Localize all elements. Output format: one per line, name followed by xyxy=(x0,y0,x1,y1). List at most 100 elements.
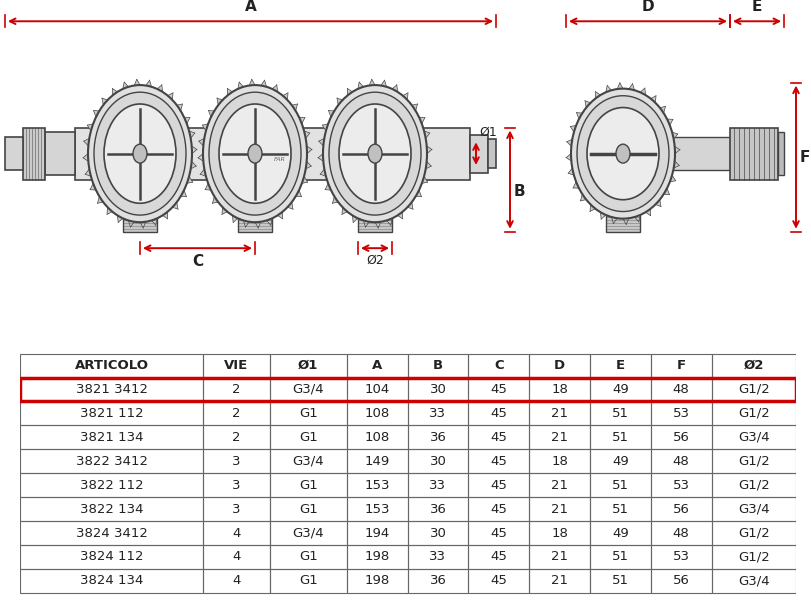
Text: 48: 48 xyxy=(672,383,689,396)
Polygon shape xyxy=(568,168,573,175)
Bar xyxy=(203,521,270,545)
Polygon shape xyxy=(200,169,206,176)
Text: B: B xyxy=(432,359,443,372)
Polygon shape xyxy=(172,202,178,209)
Bar xyxy=(203,378,270,401)
Bar xyxy=(20,521,203,545)
Bar xyxy=(270,569,346,593)
Polygon shape xyxy=(118,215,122,222)
Text: 51: 51 xyxy=(611,550,628,564)
Bar xyxy=(20,378,795,401)
Text: 153: 153 xyxy=(364,479,389,491)
Bar xyxy=(346,545,407,569)
Text: 51: 51 xyxy=(611,407,628,420)
Text: 56: 56 xyxy=(672,575,689,588)
Bar xyxy=(346,401,407,425)
Polygon shape xyxy=(369,80,375,86)
Bar xyxy=(407,425,468,449)
Bar xyxy=(203,497,270,521)
Text: 3821 3412: 3821 3412 xyxy=(75,383,148,396)
Polygon shape xyxy=(277,212,282,219)
Bar xyxy=(75,128,470,180)
Bar xyxy=(203,569,270,593)
Text: 3821 134: 3821 134 xyxy=(79,431,143,444)
Bar xyxy=(605,215,639,231)
Polygon shape xyxy=(426,146,431,154)
Text: G1/2: G1/2 xyxy=(737,407,769,420)
Polygon shape xyxy=(90,184,96,190)
Polygon shape xyxy=(605,86,611,92)
Text: 4: 4 xyxy=(232,575,240,588)
Bar xyxy=(203,401,270,425)
Bar xyxy=(346,569,407,593)
Ellipse shape xyxy=(203,85,307,222)
Polygon shape xyxy=(217,98,222,105)
Text: G1/2: G1/2 xyxy=(737,455,769,468)
Bar xyxy=(20,497,203,521)
Bar xyxy=(487,140,496,168)
Polygon shape xyxy=(238,82,243,89)
Text: Ø2: Ø2 xyxy=(743,359,763,372)
Text: 2: 2 xyxy=(232,431,240,444)
Polygon shape xyxy=(352,215,358,222)
Text: 3821 112: 3821 112 xyxy=(79,407,143,420)
Text: 4: 4 xyxy=(232,526,240,540)
Bar xyxy=(529,545,590,569)
Text: 21: 21 xyxy=(551,502,568,516)
Text: G3/4: G3/4 xyxy=(292,526,324,540)
Bar xyxy=(468,401,529,425)
Bar xyxy=(346,521,407,545)
Polygon shape xyxy=(616,83,622,89)
Polygon shape xyxy=(93,111,99,117)
Bar xyxy=(710,473,795,497)
Bar xyxy=(590,473,650,497)
Text: 45: 45 xyxy=(490,575,507,588)
Text: 36: 36 xyxy=(429,575,446,588)
Polygon shape xyxy=(341,207,347,214)
Text: ARTICOLO: ARTICOLO xyxy=(75,359,148,372)
Polygon shape xyxy=(302,176,307,184)
Bar xyxy=(529,521,590,545)
Text: 48: 48 xyxy=(672,455,689,468)
Text: 153: 153 xyxy=(364,502,389,516)
Bar xyxy=(20,473,203,497)
Bar xyxy=(650,449,710,473)
Polygon shape xyxy=(298,117,304,124)
Polygon shape xyxy=(208,111,214,117)
Polygon shape xyxy=(122,82,128,89)
Polygon shape xyxy=(139,222,146,228)
Polygon shape xyxy=(191,146,197,154)
Text: 2: 2 xyxy=(232,383,240,396)
Text: 194: 194 xyxy=(364,526,389,540)
Bar xyxy=(407,521,468,545)
Text: 56: 56 xyxy=(672,502,689,516)
Polygon shape xyxy=(573,182,578,188)
Polygon shape xyxy=(576,113,581,119)
Text: E: E xyxy=(751,0,762,14)
Bar xyxy=(710,569,795,593)
Bar xyxy=(470,135,487,173)
Text: 33: 33 xyxy=(429,550,446,564)
Polygon shape xyxy=(639,88,645,95)
Text: 3: 3 xyxy=(232,502,240,516)
Text: G1: G1 xyxy=(298,550,317,564)
Text: B: B xyxy=(513,184,525,199)
Bar xyxy=(270,378,346,401)
Ellipse shape xyxy=(94,92,186,215)
Text: 36: 36 xyxy=(429,431,446,444)
Polygon shape xyxy=(397,212,402,219)
Bar xyxy=(203,449,270,473)
Text: G1: G1 xyxy=(298,431,317,444)
Polygon shape xyxy=(611,217,616,223)
Polygon shape xyxy=(107,207,112,214)
Polygon shape xyxy=(565,154,571,161)
Text: G1/2: G1/2 xyxy=(737,383,769,396)
Polygon shape xyxy=(590,204,594,212)
Polygon shape xyxy=(187,176,192,184)
Text: 18: 18 xyxy=(551,455,568,468)
Bar xyxy=(5,137,23,170)
Text: 51: 51 xyxy=(611,479,628,491)
Polygon shape xyxy=(134,80,139,86)
Text: 149: 149 xyxy=(364,455,389,468)
Polygon shape xyxy=(425,162,431,169)
